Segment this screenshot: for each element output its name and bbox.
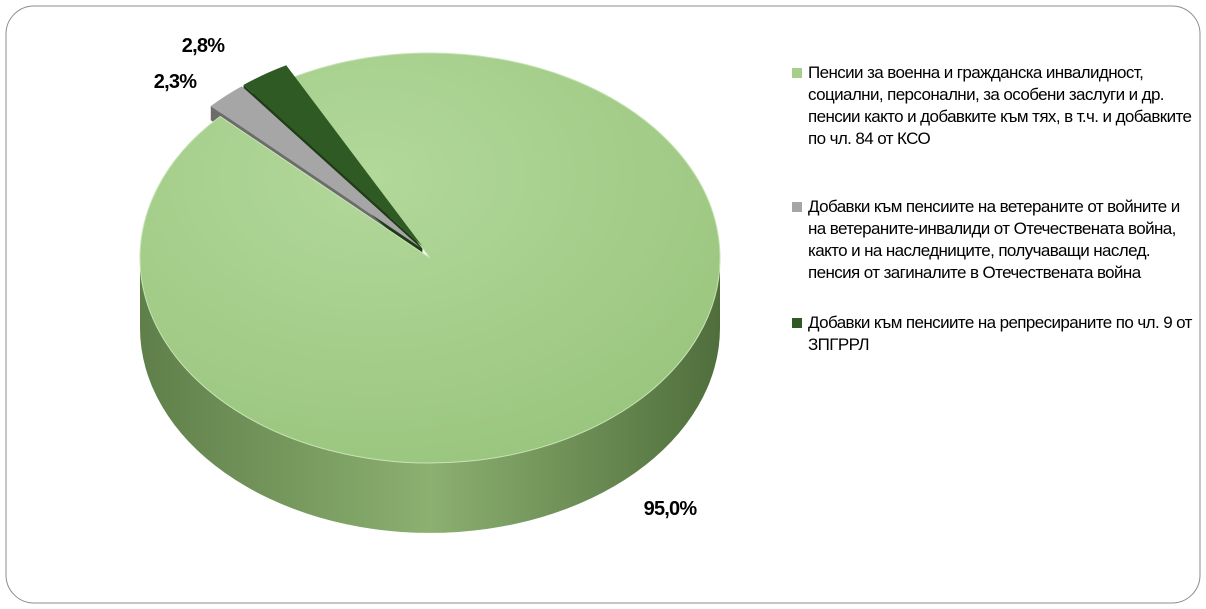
- slice: [210, 86, 421, 248]
- legend-label: Добавки към пенсиите на репресираните по…: [808, 313, 1192, 354]
- slice: [139, 52, 721, 464]
- value-label: 2,3%: [154, 71, 197, 93]
- legend-swatch: [792, 68, 802, 78]
- slice: [243, 65, 423, 247]
- slice-side: [140, 258, 720, 533]
- legend-swatch: [792, 202, 802, 212]
- value-label: 2,8%: [182, 35, 225, 57]
- legend-label: Добавки към пенсиите на ветераните от во…: [808, 197, 1180, 282]
- legend-item: Добавки към пенсиите на репресираните по…: [792, 312, 1192, 356]
- value-label: 95,0%: [644, 498, 698, 520]
- frame: [5, 5, 1201, 604]
- legend-swatch: [792, 318, 802, 328]
- legend-item: Пенсии за военна и гражданска инвалиднос…: [792, 62, 1192, 150]
- legend: Пенсии за военна и гражданска инвалиднос…: [792, 62, 1192, 356]
- legend-item: Добавки към пенсиите на ветераните от во…: [792, 196, 1192, 284]
- legend-label: Пенсии за военна и гражданска инвалиднос…: [808, 63, 1192, 148]
